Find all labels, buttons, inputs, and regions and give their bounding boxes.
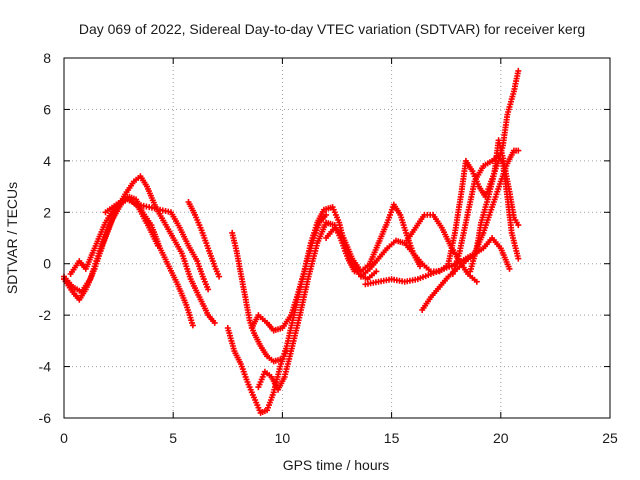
series-track: [257, 221, 356, 392]
y-tick-label: 2: [43, 204, 51, 220]
grid: [64, 58, 610, 418]
x-tick-label: 25: [602, 430, 618, 446]
plus-markers: [467, 137, 522, 275]
y-tick-label: 4: [43, 153, 51, 169]
plus-markers: [185, 199, 223, 280]
plus-markers: [323, 201, 423, 275]
series-sat-d: [102, 196, 212, 293]
x-tick-label: 20: [493, 430, 509, 446]
plus-markers: [419, 147, 522, 313]
x-tick-label: 0: [60, 430, 68, 446]
plus-markers: [102, 196, 212, 293]
series-sat-l: [362, 235, 513, 288]
y-tick-label: -2: [39, 307, 52, 323]
series-sat-e: [185, 199, 223, 280]
x-tick-label: 5: [169, 430, 177, 446]
series-sat-j: [323, 201, 423, 275]
axis-ticks: 0 5 10 15 20 25 -6 -4 -2 0 2 4 6 8: [39, 50, 618, 446]
series-sat-f: [229, 229, 290, 365]
plus-markers: [229, 229, 290, 365]
series-sat-a: [61, 173, 218, 326]
x-tick-label: 15: [384, 430, 400, 446]
y-tick-label: 8: [43, 50, 51, 66]
plus-markers: [362, 235, 513, 288]
plot-frame: [63, 57, 611, 419]
x-tick-label: 10: [275, 430, 291, 446]
chart-title: Day 069 of 2022, Sidereal Day-to-day VTE…: [79, 21, 585, 37]
data-points: [61, 67, 522, 416]
y-tick-label: -6: [39, 410, 52, 426]
x-axis-label: GPS time / hours: [283, 457, 390, 473]
y-tick-label: 0: [43, 256, 51, 272]
y-axis-label: SDTVAR / TECUs: [4, 182, 20, 294]
y-tick-label: 6: [43, 101, 51, 117]
y-tick-label: -4: [39, 359, 52, 375]
series-sat-q: [467, 137, 522, 275]
plus-markers: [61, 173, 218, 326]
